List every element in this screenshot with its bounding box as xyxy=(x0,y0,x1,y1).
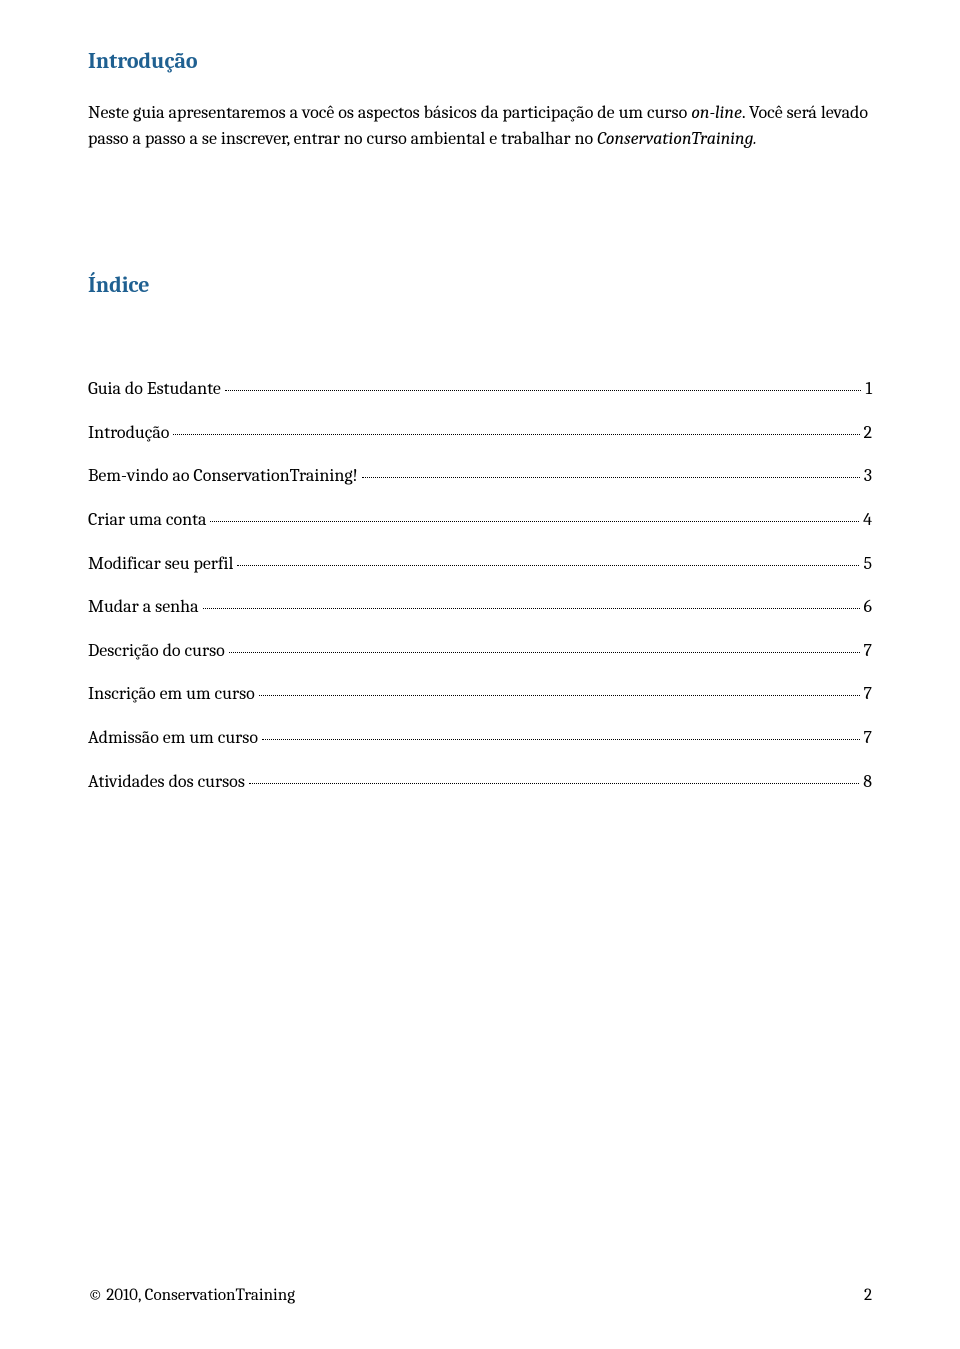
intro-italic-span: on-line xyxy=(691,102,742,123)
toc-page-number: 2 xyxy=(864,422,873,444)
intro-italic-span: ConservationTraining. xyxy=(597,128,757,149)
intro-paragraph: Neste guia apresentaremos a você os aspe… xyxy=(88,100,872,152)
toc-page-number: 4 xyxy=(863,509,872,531)
toc-label: Bem-vindo ao ConservationTraining! xyxy=(88,465,358,487)
table-of-contents: Guia do Estudante 1 Introdução 2 Bem-vindo a… xyxy=(88,378,872,792)
footer-page-number: 2 xyxy=(864,1286,872,1305)
intro-text-span: Neste guia apresentaremos a você os aspe… xyxy=(88,102,691,123)
toc-label: Guia do Estudante xyxy=(88,378,221,400)
toc-page-number: 7 xyxy=(864,683,872,705)
toc-label: Mudar a senha xyxy=(88,596,199,618)
toc-entry: Guia do Estudante 1 xyxy=(88,378,872,400)
toc-leader-dots xyxy=(262,739,860,740)
toc-page-number: 6 xyxy=(864,596,872,618)
toc-label: Criar uma conta xyxy=(88,509,206,531)
heading-indice: Índice xyxy=(88,272,872,298)
document-page: Introdução Neste guia apresentaremos a v… xyxy=(0,0,960,1349)
toc-leader-dots xyxy=(210,521,859,522)
heading-introducao: Introdução xyxy=(88,48,872,74)
toc-page-number: 8 xyxy=(863,771,872,793)
toc-page-number: 3 xyxy=(864,465,872,487)
footer-copyright: © 2010, ConservationTraining xyxy=(88,1286,295,1305)
toc-label: Modificar seu perfil xyxy=(88,553,233,575)
toc-leader-dots xyxy=(237,565,859,566)
toc-label: Admissão em um curso xyxy=(88,727,258,749)
toc-leader-dots xyxy=(229,652,860,653)
toc-entry: Descrição do curso 7 xyxy=(88,640,872,662)
toc-leader-dots xyxy=(259,695,860,696)
toc-entry: Inscrição em um curso 7 xyxy=(88,683,872,705)
toc-page-number: 5 xyxy=(863,553,872,575)
toc-label: Introdução xyxy=(88,422,169,444)
toc-leader-dots xyxy=(249,783,859,784)
toc-page-number: 1 xyxy=(865,378,872,400)
toc-leader-dots xyxy=(225,390,862,391)
toc-entry: Bem-vindo ao ConservationTraining! 3 xyxy=(88,465,872,487)
page-footer: © 2010, ConservationTraining 2 xyxy=(88,1286,872,1305)
toc-label: Inscrição em um curso xyxy=(88,683,255,705)
toc-label: Descrição do curso xyxy=(88,640,225,662)
toc-entry: Introdução 2 xyxy=(88,422,872,444)
toc-leader-dots xyxy=(203,608,860,609)
toc-leader-dots xyxy=(362,477,860,478)
toc-entry: Modificar seu perfil 5 xyxy=(88,553,872,575)
toc-entry: Criar uma conta 4 xyxy=(88,509,872,531)
toc-leader-dots xyxy=(173,434,859,435)
toc-entry: Admissão em um curso 7 xyxy=(88,727,872,749)
toc-entry: Mudar a senha 6 xyxy=(88,596,872,618)
toc-page-number: 7 xyxy=(864,640,872,662)
toc-page-number: 7 xyxy=(864,727,872,749)
toc-label: Atividades dos cursos xyxy=(88,771,245,793)
toc-entry: Atividades dos cursos 8 xyxy=(88,771,872,793)
